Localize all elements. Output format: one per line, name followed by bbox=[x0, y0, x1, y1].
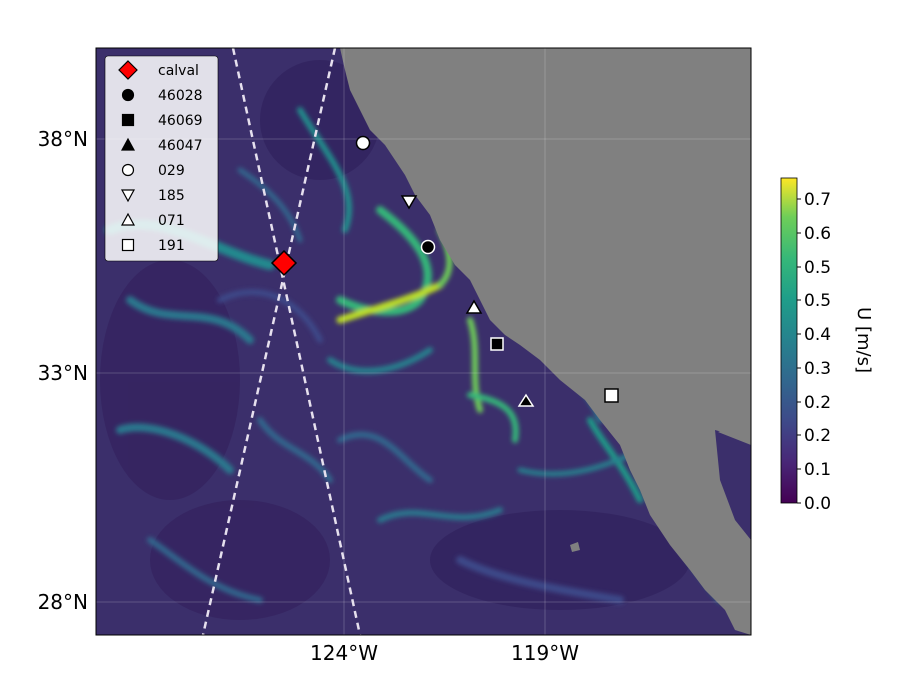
colorbar-title: U [m/s] bbox=[853, 307, 874, 373]
colorbar: 0.0 0.1 0.2 0.2 0.3 0.4 0.5 0.5 0.6 0.7 … bbox=[780, 177, 874, 514]
legend-marker-46047 bbox=[120, 137, 136, 151]
track-descending bbox=[231, 48, 362, 635]
land-baja-shore bbox=[718, 425, 751, 445]
legend-label-46069: 46069 bbox=[158, 113, 203, 129]
legend-label-46028: 46028 bbox=[158, 88, 203, 104]
colorbar-tick-9: 0.7 bbox=[804, 190, 831, 210]
land-island bbox=[520, 322, 535, 334]
marker-029 bbox=[355, 135, 371, 151]
station-markers bbox=[270, 135, 619, 407]
legend-marker-185 bbox=[120, 189, 136, 203]
legend-box bbox=[104, 55, 219, 262]
colorbar-tick-3: 0.2 bbox=[804, 393, 831, 413]
map-frame bbox=[95, 47, 752, 636]
marker-46069 bbox=[490, 337, 504, 351]
legend-marker-029 bbox=[121, 163, 135, 177]
lon-tick-119: 119°W bbox=[511, 641, 579, 665]
legend-label-191: 191 bbox=[158, 238, 185, 254]
legend-label-071: 071 bbox=[158, 213, 185, 229]
marker-calval bbox=[270, 249, 298, 277]
legend-marker-071 bbox=[120, 212, 136, 226]
marker-46028 bbox=[420, 239, 436, 255]
legend-label-185: 185 bbox=[158, 188, 185, 204]
map-panel bbox=[96, 48, 751, 635]
lat-axis: 38°N 33°N 28°N bbox=[38, 127, 88, 614]
track-ascending bbox=[201, 48, 337, 635]
legend: calval 46028 46069 46047 029 185 071 191 bbox=[104, 55, 219, 262]
colorbar-tick-7: 0.5 bbox=[804, 258, 831, 278]
satellite-tracks bbox=[201, 48, 362, 635]
marker-191 bbox=[604, 388, 619, 403]
legend-label-029: 029 bbox=[158, 163, 185, 179]
colorbar-gradient bbox=[780, 177, 798, 504]
colorbar-tick-6: 0.5 bbox=[804, 291, 831, 311]
marker-071 bbox=[465, 299, 483, 314]
land-island-2 bbox=[570, 542, 580, 552]
legend-marker-191 bbox=[121, 238, 135, 252]
land-mainland bbox=[340, 48, 751, 635]
legend-marker-46028 bbox=[121, 88, 135, 102]
legend-marker-46069 bbox=[121, 113, 135, 127]
marker-46047 bbox=[517, 393, 535, 407]
lat-tick-33: 33°N bbox=[38, 361, 88, 385]
legend-marker-calval bbox=[118, 60, 138, 80]
lon-tick-124: 124°W bbox=[310, 641, 378, 665]
colorbar-tick-0: 0.0 bbox=[804, 494, 831, 514]
marker-185 bbox=[400, 195, 418, 210]
legend-label-46047: 46047 bbox=[158, 138, 203, 154]
colorbar-tick-1: 0.1 bbox=[804, 460, 831, 480]
lat-tick-38: 38°N bbox=[38, 127, 88, 151]
colorbar-tick-4: 0.3 bbox=[804, 359, 831, 379]
colorbar-tick-5: 0.4 bbox=[804, 325, 831, 345]
land-baja-peninsula bbox=[715, 430, 751, 540]
lat-tick-28: 28°N bbox=[38, 590, 88, 614]
colorbar-tick-8: 0.6 bbox=[804, 224, 831, 244]
colorbar-tick-2: 0.2 bbox=[804, 426, 831, 446]
legend-label-calval: calval bbox=[158, 63, 199, 79]
lon-axis: 124°W 119°W bbox=[310, 641, 579, 665]
